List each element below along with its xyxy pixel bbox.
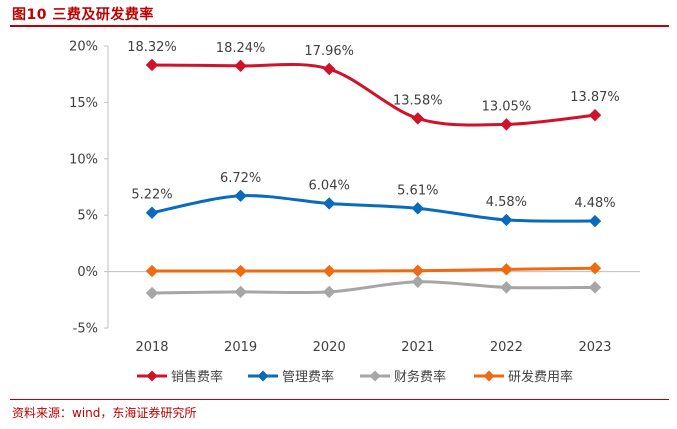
y-tick-label: 15% xyxy=(69,96,98,111)
data-label: 18.24% xyxy=(216,41,266,56)
legend-marker xyxy=(369,370,381,382)
series-研发费用率 xyxy=(145,262,602,278)
data-point xyxy=(322,264,336,278)
data-label: 13.87% xyxy=(570,90,620,105)
x-tick-label: 2023 xyxy=(578,340,611,355)
series-line xyxy=(151,280,596,295)
data-label: 13.05% xyxy=(482,99,532,114)
x-tick-label: 2020 xyxy=(313,340,346,355)
source-divider xyxy=(10,399,669,400)
data-label: 13.58% xyxy=(393,93,443,108)
data-label: 5.61% xyxy=(397,183,438,198)
data-point xyxy=(234,264,247,278)
legend-label: 管理费率 xyxy=(282,369,334,385)
series-销售费率: 18.32% 18.24% 17.96% 13.58% 13.05% 13.87% xyxy=(127,40,620,131)
series-line xyxy=(151,194,596,223)
series-line xyxy=(152,266,596,273)
data-point xyxy=(322,197,336,210)
legend-item: 财务费率 xyxy=(360,369,446,385)
data-label: 4.48% xyxy=(574,196,615,211)
title-divider xyxy=(10,25,669,27)
data-label: 5.22% xyxy=(131,188,172,203)
data-point xyxy=(322,285,336,299)
y-tick-label: -5% xyxy=(73,322,98,337)
series-管理费率: 5.22% 6.72% 6.04% 5.61% 4.58% 4.48% xyxy=(131,171,616,228)
data-point xyxy=(588,108,602,122)
y-tick-label: 20% xyxy=(69,40,98,55)
legend-item: 销售费率 xyxy=(137,369,223,385)
data-point xyxy=(234,285,247,299)
figure-title: 图10 三费及研发费率 xyxy=(12,7,154,23)
data-label: 6.72% xyxy=(220,171,261,186)
legend: 销售费率 管理费率 财务费率 研发费用率 xyxy=(137,369,573,385)
data-point xyxy=(234,59,247,73)
x-tick-label: 2021 xyxy=(401,340,434,355)
legend-marker xyxy=(257,370,269,382)
x-tick-label: 2022 xyxy=(490,340,523,355)
series-layer: 5.22% 6.72% 6.04% 5.61% 4.58% 4.48% 18.32% 18.2… xyxy=(127,40,620,300)
data-point xyxy=(500,263,513,276)
data-point xyxy=(145,264,159,278)
data-label: 17.96% xyxy=(304,44,354,59)
data-label: 4.58% xyxy=(486,195,527,210)
y-tick-label: 10% xyxy=(69,152,98,167)
series-财务费率 xyxy=(145,275,602,300)
data-point xyxy=(322,62,336,76)
legend-item: 管理费率 xyxy=(248,369,334,385)
data-point xyxy=(145,206,159,219)
y-tick-label: 5% xyxy=(77,209,98,224)
y-tick-label: 0% xyxy=(77,265,98,280)
data-point xyxy=(500,118,513,131)
legend-label: 财务费率 xyxy=(394,369,446,385)
y-axis: -5% 0% 5% 10% 15% 20% xyxy=(69,40,109,337)
data-point xyxy=(411,112,425,125)
data-point xyxy=(411,275,425,288)
x-axis: 2018 2019 2020 2021 2022 2023 xyxy=(108,271,640,355)
data-point xyxy=(411,202,425,215)
legend-label: 研发费用率 xyxy=(508,369,573,385)
series-line xyxy=(151,62,596,127)
legend-item: 研发费用率 xyxy=(474,369,573,385)
x-tick-label: 2018 xyxy=(135,340,168,355)
source-note: 资料来源：wind，东海证券研究所 xyxy=(12,406,197,420)
data-point xyxy=(588,281,602,294)
data-point xyxy=(234,189,247,203)
data-point xyxy=(145,58,159,72)
data-point xyxy=(588,262,602,275)
legend-label: 销售费率 xyxy=(171,369,223,385)
data-point xyxy=(145,286,159,300)
data-point xyxy=(411,264,425,277)
data-point xyxy=(500,281,513,294)
x-tick-label: 2019 xyxy=(224,340,257,355)
data-label: 18.32% xyxy=(127,40,177,55)
legend-marker xyxy=(483,370,495,382)
data-label: 6.04% xyxy=(309,178,350,193)
data-point xyxy=(500,213,513,227)
legend-marker xyxy=(146,370,158,382)
data-point xyxy=(588,214,602,228)
